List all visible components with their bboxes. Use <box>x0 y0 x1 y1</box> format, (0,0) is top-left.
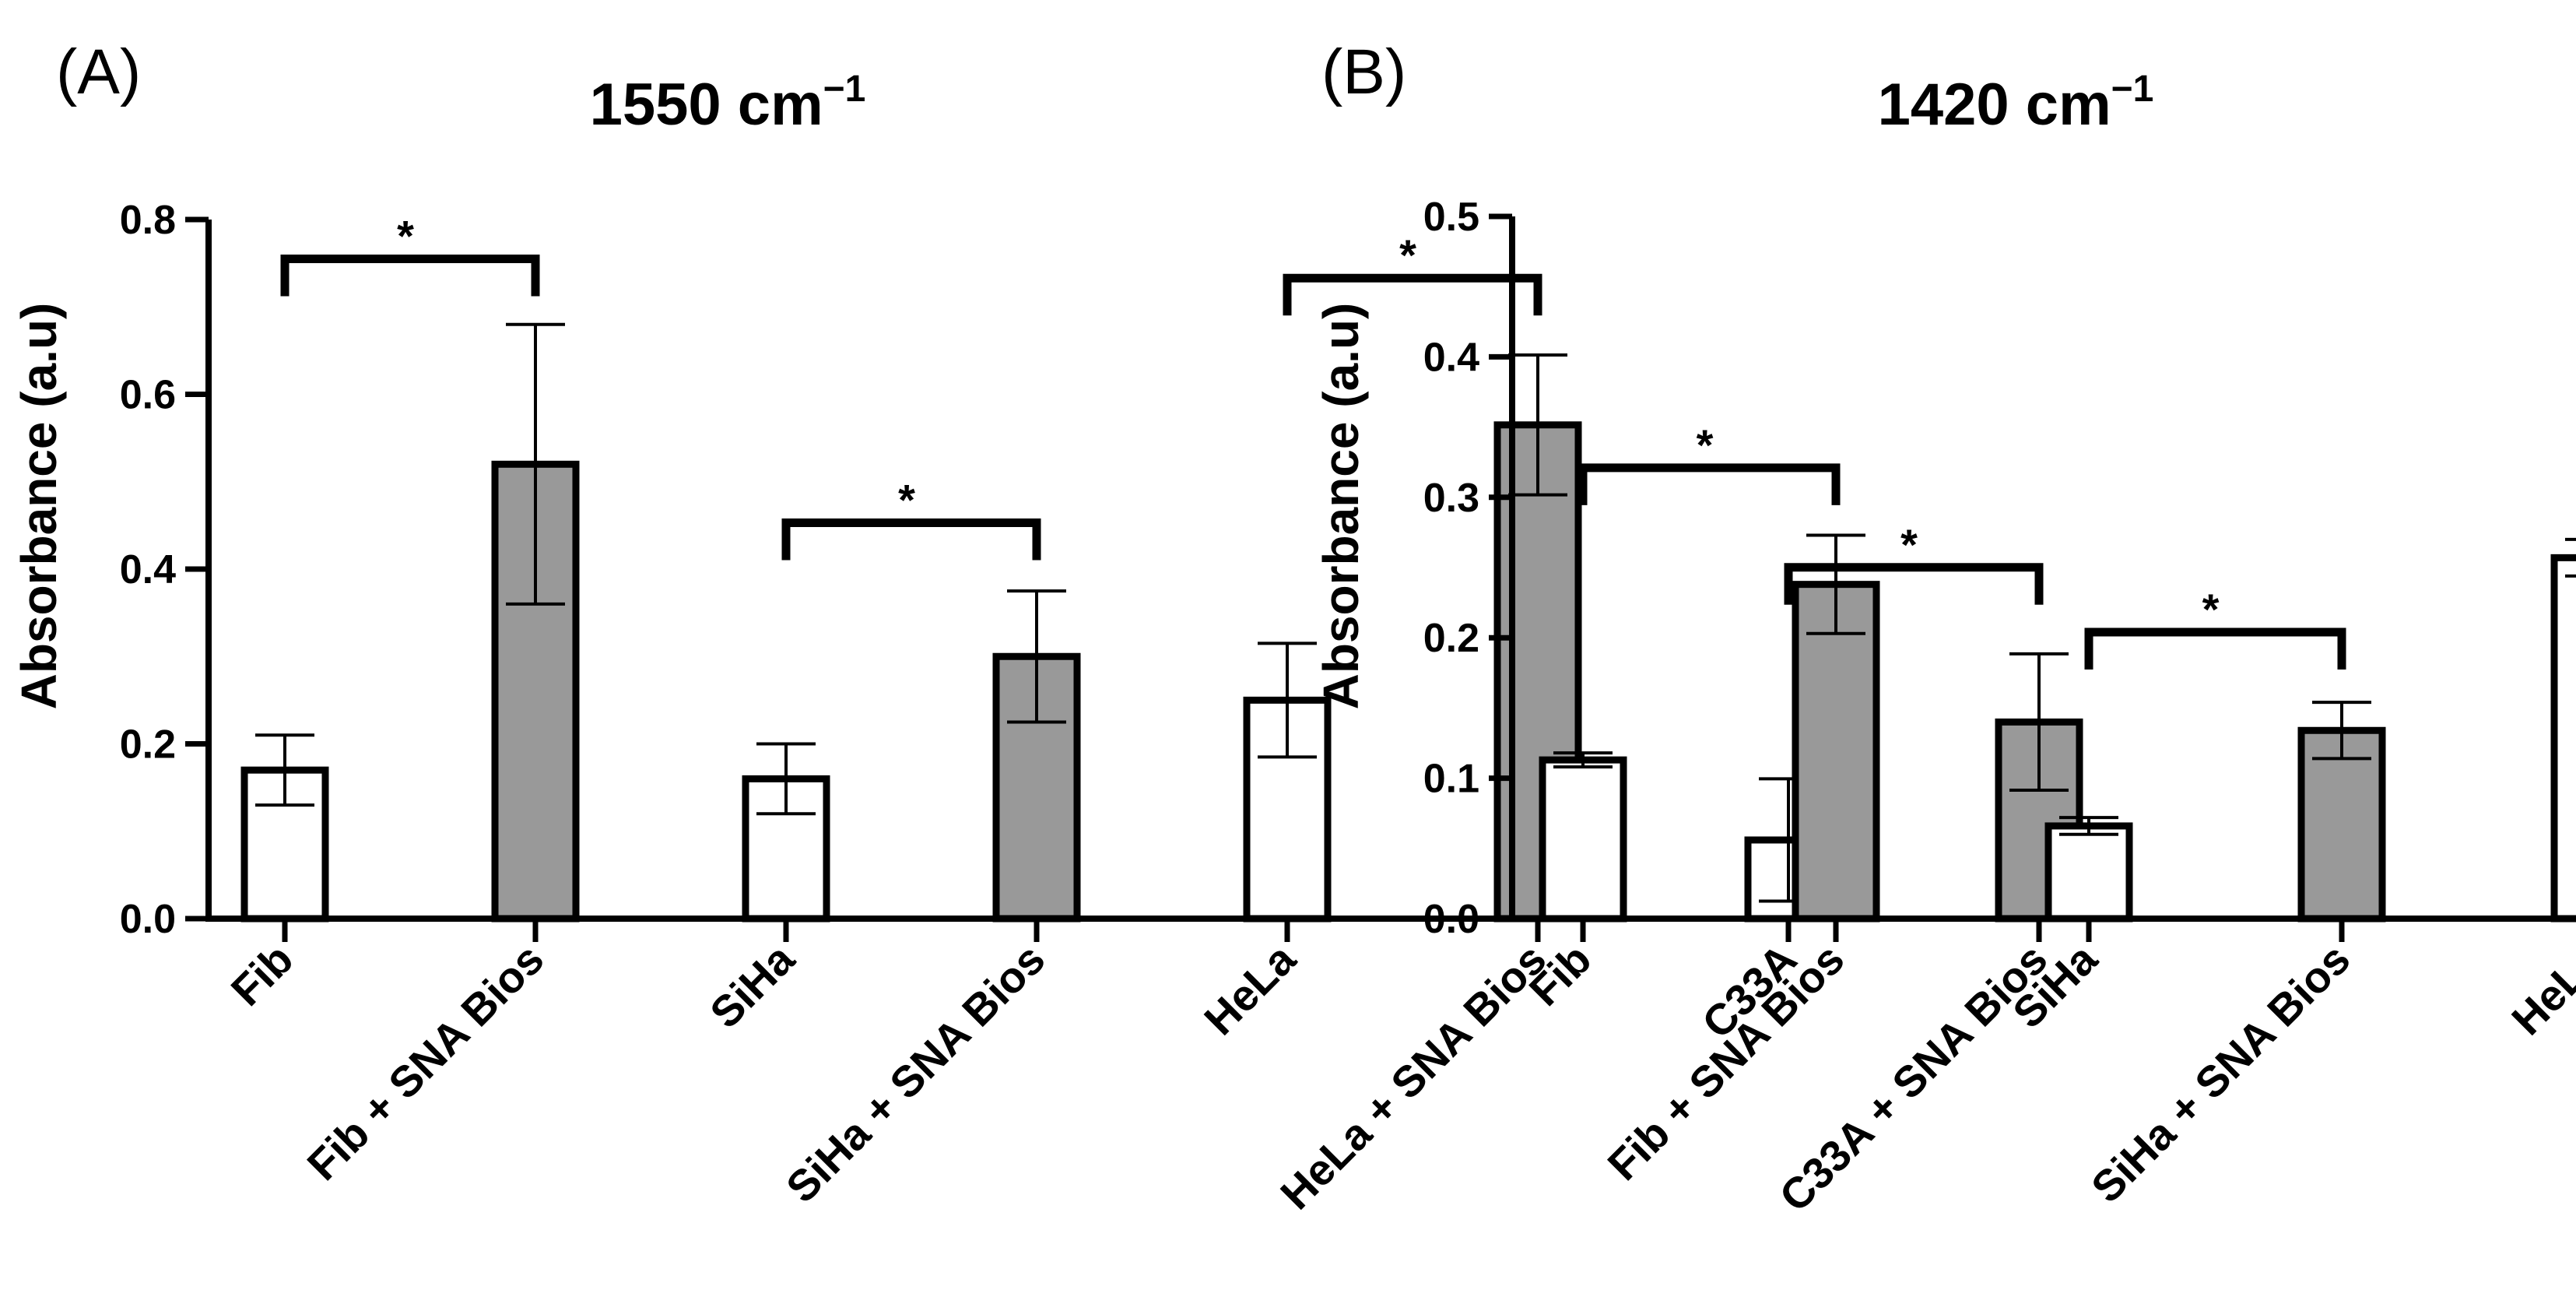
panel-letter: (A) <box>56 37 141 107</box>
y-axis-label: Absorbance (a.u) <box>11 303 67 710</box>
chart-title: 1420 cm−1 <box>1878 69 2154 138</box>
significance-bracket <box>1283 273 1542 316</box>
chart-title-superscript: −1 <box>823 69 866 110</box>
y-tick-label: 0.2 <box>120 722 176 768</box>
significance-bracket <box>781 518 1041 561</box>
y-tick-label: 0.1 <box>1423 757 1479 802</box>
y-tick-label: 0.2 <box>1423 616 1479 661</box>
significance-bracket <box>2084 627 2346 670</box>
significance-bracket <box>1578 463 1841 505</box>
x-tick-label: SiHa <box>700 933 804 1037</box>
bar <box>2044 822 2133 923</box>
y-tick-label: 0.0 <box>120 897 176 942</box>
y-tick-label: 0.6 <box>120 373 176 418</box>
x-tick-label: Fib + SNA Bios <box>297 934 553 1190</box>
y-tick-label: 0.3 <box>1423 476 1479 521</box>
x-tick-label: Fib <box>222 934 303 1015</box>
x-tick-label: HeLa <box>1195 933 1305 1044</box>
x-tick-label: SiHa + SNA Bios <box>777 934 1055 1212</box>
bar <box>2550 554 2576 923</box>
panel-letter: (B) <box>1321 37 1406 107</box>
significance-bracket <box>1784 563 2044 605</box>
y-tick-label: 0.8 <box>120 198 176 243</box>
chart-title: 1550 cm−1 <box>590 69 866 138</box>
chart-title-superscript: −1 <box>2111 69 2154 110</box>
significance-marker: * <box>1697 420 1714 469</box>
chart-title-text: 1550 cm <box>590 72 823 138</box>
chart-title-text: 1420 cm <box>1878 72 2111 138</box>
significance-marker: * <box>898 476 915 525</box>
bar <box>1792 581 1880 923</box>
significance-marker: * <box>397 212 414 261</box>
y-tick-label: 0.4 <box>120 547 176 592</box>
significance-marker: * <box>1399 230 1416 279</box>
y-tick-label: 0.5 <box>1423 195 1479 240</box>
y-tick-label: 0.0 <box>1423 897 1479 942</box>
bar <box>1539 756 1627 923</box>
x-tick-label: SiHa + SNA Bios <box>2082 934 2360 1212</box>
significance-marker: * <box>1900 520 1918 569</box>
x-tick-label: HeLa + SNA Bios <box>1271 934 1555 1218</box>
y-tick-label: 0.4 <box>1423 335 1479 380</box>
y-axis-label: Absorbance (a.u) <box>1313 303 1369 710</box>
significance-marker: * <box>2202 585 2220 634</box>
significance-bracket <box>280 255 540 297</box>
x-tick-label: HeLa <box>2502 933 2576 1044</box>
